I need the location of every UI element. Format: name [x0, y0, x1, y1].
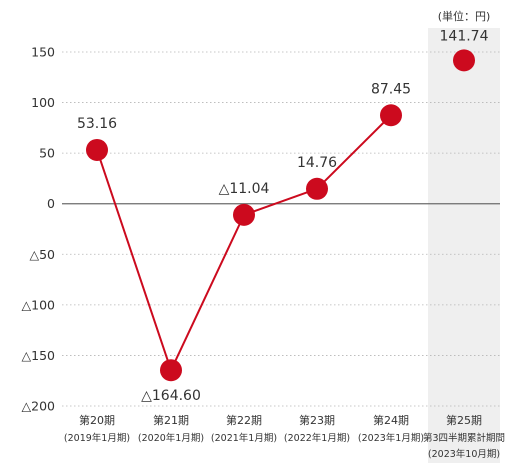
category-label: 第24期: [373, 413, 409, 427]
y-tick-label: △200: [22, 399, 56, 414]
category-label: 第22期: [226, 413, 262, 427]
y-tick-label: 150: [31, 45, 55, 60]
category-label: 第25期: [446, 413, 482, 427]
data-point: [160, 359, 182, 382]
data-label: 53.16: [77, 116, 117, 132]
category-label: 第23期: [299, 413, 335, 427]
data-point: [306, 177, 328, 200]
data-label: 14.76: [297, 155, 337, 171]
highlight-band: [428, 28, 500, 463]
data-label: △11.04: [219, 181, 270, 197]
series-segment: [316, 114, 392, 190]
y-tick-label: 0: [47, 196, 55, 211]
category-sublabel: (2023年1月期): [358, 432, 424, 444]
series-segment: [170, 214, 245, 371]
data-label: 87.45: [371, 81, 411, 97]
data-point: [86, 138, 108, 161]
y-tick-label: 100: [31, 95, 55, 110]
series-points: [86, 49, 475, 382]
data-point: [380, 104, 402, 127]
series-segment: [96, 149, 172, 371]
data-point: [453, 49, 475, 72]
unit-note: (単位：円): [438, 9, 491, 23]
data-point: [233, 203, 255, 226]
data-label: △164.60: [141, 388, 201, 404]
grid-lines: [62, 51, 500, 407]
y-tick-label: △50: [29, 247, 55, 262]
category-sublabel-2: (2023年10月期): [428, 448, 500, 460]
category-label: 第21期: [153, 413, 189, 427]
category-sublabel: 第3四半期累計期間: [423, 432, 505, 444]
y-tick-label: △150: [22, 348, 56, 363]
series-segment: [243, 187, 318, 216]
x-axis-categories: 第20期 (2019年1月期) 第21期 (2020年1月期) 第22期 (2021年1月…: [64, 413, 505, 460]
data-label: 141.74: [440, 28, 489, 44]
category-sublabel: (2019年1月期): [64, 432, 130, 444]
y-tick-label: 50: [39, 146, 55, 161]
category-sublabel: (2020年1月期): [138, 432, 204, 444]
category-label: 第20期: [79, 413, 115, 427]
series-line: [96, 114, 392, 371]
y-tick-label: △100: [22, 297, 56, 312]
category-sublabel: (2022年1月期): [284, 432, 350, 444]
data-labels: 53.16 △164.60 △11.04 14.76 87.45 141.74: [77, 28, 489, 404]
y-axis-ticks: 150 100 50 0 △50 △100 △150 △200: [22, 45, 56, 414]
category-sublabel: (2021年1月期): [211, 432, 277, 444]
